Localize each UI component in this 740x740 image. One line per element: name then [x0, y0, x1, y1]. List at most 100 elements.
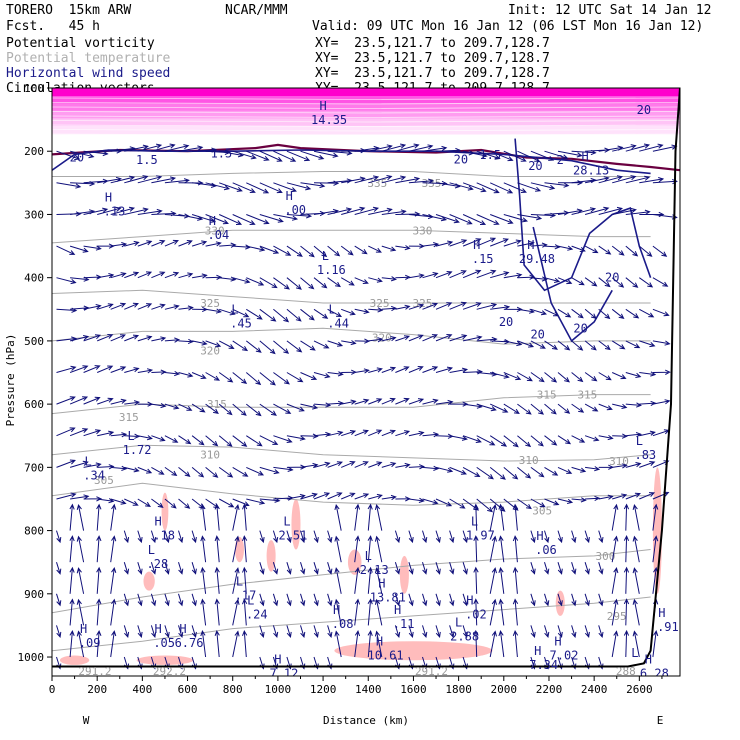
field-name-windspeed: Horizontal wind speed — [6, 66, 171, 81]
vector-arrow-860-400 — [246, 277, 265, 286]
vector-arrow-1640-350 — [422, 242, 440, 248]
vector-arrow-320-200 — [124, 144, 149, 152]
vector-arrow-1160-700 — [313, 461, 331, 468]
vector-arrow-1160-600 — [313, 402, 332, 408]
vector-arrow-680-900 — [200, 566, 207, 594]
vector-arrow-1340-350 — [354, 245, 368, 255]
vector-arrow-1940-750 — [489, 498, 506, 512]
vector-arrow-800-950 — [232, 598, 240, 626]
vector-arrow-1160-200 — [313, 150, 339, 158]
pv-contour-1 — [52, 102, 680, 105]
vector-arrow-2000-550 — [503, 372, 522, 381]
vector-arrow-2300-500 — [571, 340, 584, 351]
vector-arrow-1820-400 — [462, 269, 482, 279]
vector-arrow-2120-500 — [530, 340, 546, 349]
extrema-symbol-10: L — [127, 429, 134, 443]
vector-arrow-1880-900 — [473, 566, 479, 594]
extrema-value-3: .00 — [284, 203, 306, 217]
extrema-symbol-28: H — [179, 622, 186, 636]
vector-arrow-560-300 — [178, 214, 204, 221]
vector-arrow-1760-750 — [449, 498, 466, 509]
vector-arrow-1280-400 — [340, 277, 355, 286]
vector-arrow-1640-800 — [422, 530, 428, 544]
vector-arrow-260-700 — [110, 465, 128, 471]
vector-arrow-140-500 — [83, 334, 102, 342]
vector-arrow-1400-350 — [368, 245, 382, 253]
vector-arrow-2300-450 — [571, 308, 584, 319]
vector-arrow-1460-700 — [381, 462, 397, 468]
x-tick-label-13: 2600 — [626, 683, 653, 696]
vector-arrow-1940-950 — [489, 598, 497, 626]
vector-arrow-1880-250 — [476, 182, 500, 194]
vector-arrow-1160-350 — [313, 245, 328, 258]
vector-arrow-80-850 — [69, 535, 75, 563]
vector-arrow-1340-450 — [354, 308, 370, 314]
vector-arrow-980-900 — [272, 593, 279, 607]
vector-arrow-920-200 — [259, 150, 283, 162]
vector-arrow-1640-600 — [422, 398, 439, 405]
vector-arrow-320-850 — [123, 562, 130, 575]
extrema-symbol-16: H — [536, 529, 543, 543]
vector-arrow-500-250 — [164, 178, 190, 184]
vector-arrow-1460-400 — [381, 276, 397, 282]
vector-arrow-500-400 — [164, 271, 180, 279]
vector-arrow-2060-850 — [512, 535, 519, 563]
vector-arrow-2000-250 — [503, 182, 527, 193]
vector-arrow-140-900 — [76, 567, 85, 594]
vector-arrow-1220-450 — [327, 308, 343, 317]
vector-arrow-1160-850 — [313, 562, 319, 575]
vector-arrow-2360-350 — [584, 245, 599, 254]
vector-arrow-800-450 — [232, 308, 250, 318]
windspeed-extra-label-0: 20 — [454, 152, 468, 166]
vector-arrow-2180-900 — [544, 593, 550, 607]
vector-arrow-20-250 — [56, 182, 82, 189]
vector-arrow-1940-800 — [489, 503, 497, 531]
bottom-theta-label-3: 288 — [616, 665, 636, 678]
vector-arrow-260-950 — [110, 598, 117, 626]
bottom-theta-label-0: 291.2 — [78, 665, 111, 678]
vector-arrow-1100-750 — [300, 492, 318, 500]
vector-arrow-140-600 — [83, 396, 101, 405]
vector-arrow-2240-650 — [557, 435, 572, 445]
vector-arrow-1340-650 — [354, 429, 369, 437]
extrema-symbol-19: L — [236, 574, 243, 588]
vector-arrow-1640-700 — [422, 465, 440, 471]
vector-arrow-1460-350 — [381, 245, 397, 252]
vector-arrow-1460-300 — [381, 209, 407, 215]
extrema-value-33: 7.12 — [269, 666, 298, 680]
vector-arrow-1520-550 — [395, 366, 410, 373]
vector-arrow-2060-550 — [517, 372, 533, 382]
vector-arrow-2180-650 — [544, 435, 558, 446]
vector-arrow-1880-1000 — [473, 629, 479, 658]
y-tick-label-4: 500 — [24, 335, 44, 348]
vector-arrow-1460-600 — [381, 397, 396, 405]
vector-arrow-560-800 — [178, 530, 184, 544]
vector-arrow-800-1000 — [232, 630, 240, 658]
vector-arrow-920-500 — [259, 340, 276, 355]
extrema-value-28: 6.76 — [175, 636, 204, 650]
theta-300-label-0: 300 — [596, 550, 616, 563]
x-tick-label-3: 600 — [178, 683, 198, 696]
vector-arrow-1040-550 — [286, 372, 304, 383]
vector-arrow-1100-850 — [300, 562, 306, 575]
vector-arrow-920-950 — [259, 625, 265, 639]
vector-arrow-1580-750 — [408, 497, 425, 503]
vector-arrow-2240-750 — [557, 498, 574, 504]
vector-arrow-320-400 — [124, 271, 140, 279]
vector-arrow-1040-950 — [286, 625, 292, 639]
vector-arrow-1760-650 — [449, 435, 468, 441]
vector-arrow-1220-500 — [327, 340, 344, 347]
vector-arrow-2000-600 — [503, 403, 520, 415]
vector-arrow-380-850 — [137, 562, 143, 575]
vector-arrow-980-500 — [273, 340, 290, 354]
x-end-right-label: E — [657, 714, 664, 727]
vector-arrow-1340-500 — [354, 338, 371, 344]
vector-arrow-2360-650 — [584, 435, 600, 442]
vector-arrow-920-650 — [259, 435, 279, 445]
extrema-value-9: .44 — [327, 317, 349, 331]
vector-arrow-980-300 — [273, 214, 299, 221]
x-tick-label-6: 1200 — [310, 683, 337, 696]
vector-arrow-1940-650 — [489, 435, 508, 447]
vector-arrow-2600-250 — [639, 177, 665, 184]
vector-arrow-2120-550 — [530, 372, 545, 383]
